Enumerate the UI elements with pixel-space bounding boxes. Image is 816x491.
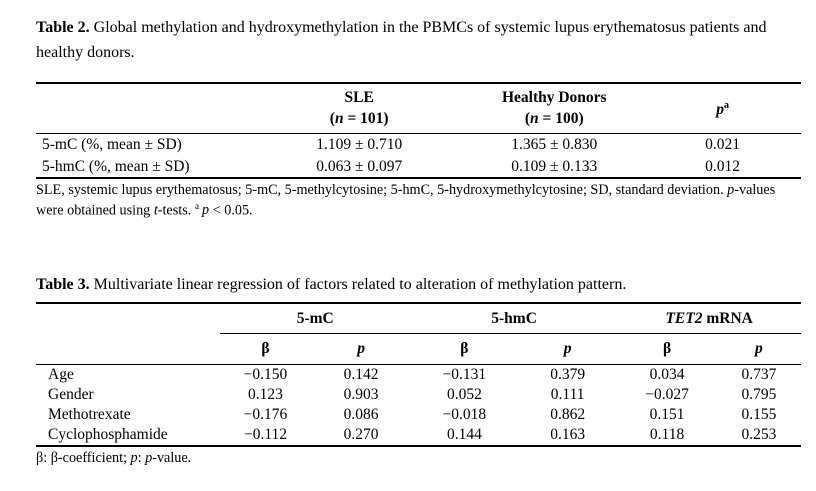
table2-caption-label: Table 2. <box>36 19 90 36</box>
value-cell: 0.118 <box>649 425 685 443</box>
table2-footnote: SLE, systemic lupus erythematosus; 5-mC,… <box>36 182 776 219</box>
value-cell: 0.123 <box>248 385 283 403</box>
value-cell: 0.034 <box>649 365 685 383</box>
value-cell: −0.027 <box>645 385 689 403</box>
value-cell: 1.109 ± 0.710 <box>316 136 403 153</box>
table2: SLE (n = 101) Healthy Donors (n = 100) p… <box>36 82 801 179</box>
row-label: Age <box>48 365 74 383</box>
table3-subheader-row: β p β p β p <box>36 333 801 365</box>
value-cell: 0.862 <box>550 405 586 423</box>
value-cell: 0.163 <box>550 425 586 443</box>
value-cell: 0.021 <box>705 136 741 153</box>
value-cell: 0.737 <box>741 365 777 383</box>
table3-group-5hmc: 5-hmC <box>410 302 618 334</box>
subheader-beta: β <box>460 339 469 357</box>
subheader-p: p <box>755 339 763 357</box>
value-cell: 0.142 <box>343 365 379 383</box>
table-row: Cyclophosphamide −0.112 0.270 0.144 0.16… <box>36 425 801 446</box>
superscript-a: a <box>194 201 200 212</box>
value-cell: 0.253 <box>741 425 777 443</box>
table3-group-tet2-mrna: TET2 mRNA <box>617 302 801 334</box>
value-cell: 1.365 ± 0.830 <box>511 136 598 153</box>
row-label: Gender <box>48 385 94 403</box>
subheader-beta: β <box>261 339 270 357</box>
value-cell: −0.131 <box>442 365 487 383</box>
table3-subheader-empty <box>36 333 220 364</box>
value-cell: 0.144 <box>446 425 482 443</box>
table-row: Methotrexate −0.176 0.086 −0.018 0.862 0… <box>36 405 801 425</box>
table2-caption-text: Global methylation and hydroxymethylatio… <box>36 19 767 61</box>
value-cell: 0.111 <box>550 385 585 403</box>
table2-header-empty <box>36 83 254 134</box>
value-cell: 0.903 <box>343 385 379 403</box>
value-cell: 0.151 <box>649 405 685 423</box>
subheader-p: p <box>357 339 365 357</box>
table2-header-p: pa <box>716 100 729 119</box>
table-row: 5-hmC (%, mean ± SD) 0.063 ± 0.097 0.109… <box>36 156 801 179</box>
subheader-beta: β <box>662 339 672 357</box>
table3-group-header-row: 5-mC 5-hmC TET2 mRNA <box>36 302 801 334</box>
table2-header-sle-line1: SLE <box>344 89 374 106</box>
table3-header-empty <box>36 303 220 334</box>
table3: 5-mC 5-hmC TET2 mRNA β p β p β p Age −0.… <box>36 301 801 447</box>
value-cell: 0.063 ± 0.097 <box>316 157 403 175</box>
table3-caption-text: Multivariate linear regression of factor… <box>89 275 627 293</box>
superscript-a: a <box>723 100 729 112</box>
table2-caption: Table 2. Global methylation and hydroxym… <box>36 15 780 65</box>
table3-caption: Table 3. Multivariate linear regression … <box>36 272 780 297</box>
row-label: Methotrexate <box>48 405 131 423</box>
value-cell: 0.795 <box>741 385 777 403</box>
value-cell: 0.270 <box>343 425 379 443</box>
value-cell: 0.379 <box>550 365 586 383</box>
table3-footnote: β: β-coefficient; p: p-value. <box>36 449 192 466</box>
value-cell: −0.150 <box>243 365 288 383</box>
table2-header-hd-line2: (n = 100) <box>524 110 584 127</box>
table2-header-healthy-donors: Healthy Donors (n = 100) <box>464 83 644 134</box>
value-cell: 0.086 <box>343 405 379 423</box>
value-cell: 0.155 <box>741 405 777 423</box>
table3-group-5mc: 5-mC <box>219 302 411 334</box>
value-cell: −0.018 <box>442 405 487 423</box>
value-cell: −0.176 <box>243 405 288 423</box>
table-row: Age −0.150 0.142 −0.131 0.379 0.034 0.73… <box>36 364 801 385</box>
value-cell: 0.109 ± 0.133 <box>511 157 598 175</box>
row-label: Cyclophosphamide <box>48 425 168 443</box>
row-label: 5-hmC (%, mean ± SD) <box>42 157 190 175</box>
value-cell: 0.052 <box>446 385 482 403</box>
value-cell: −0.112 <box>243 425 288 443</box>
table-row: Gender 0.123 0.903 0.052 0.111 −0.027 0.… <box>36 385 801 405</box>
row-label: 5-mC (%, mean ± SD) <box>42 136 182 153</box>
subheader-p: p <box>563 339 572 357</box>
table2-header-row: SLE (n = 101) Healthy Donors (n = 100) p… <box>36 83 801 134</box>
table3-caption-label: Table 3. <box>36 275 90 293</box>
table2-header-hd-line1: Healthy Donors <box>501 89 607 106</box>
table-row: 5-mC (%, mean ± SD) 1.109 ± 0.710 1.365 … <box>36 134 801 156</box>
page: Table 2. Global methylation and hydroxym… <box>36 15 801 466</box>
table2-header-sle-line2: (n = 101) <box>329 110 389 127</box>
value-cell: 0.012 <box>705 157 741 175</box>
table2-header-sle: SLE (n = 101) <box>254 83 464 134</box>
